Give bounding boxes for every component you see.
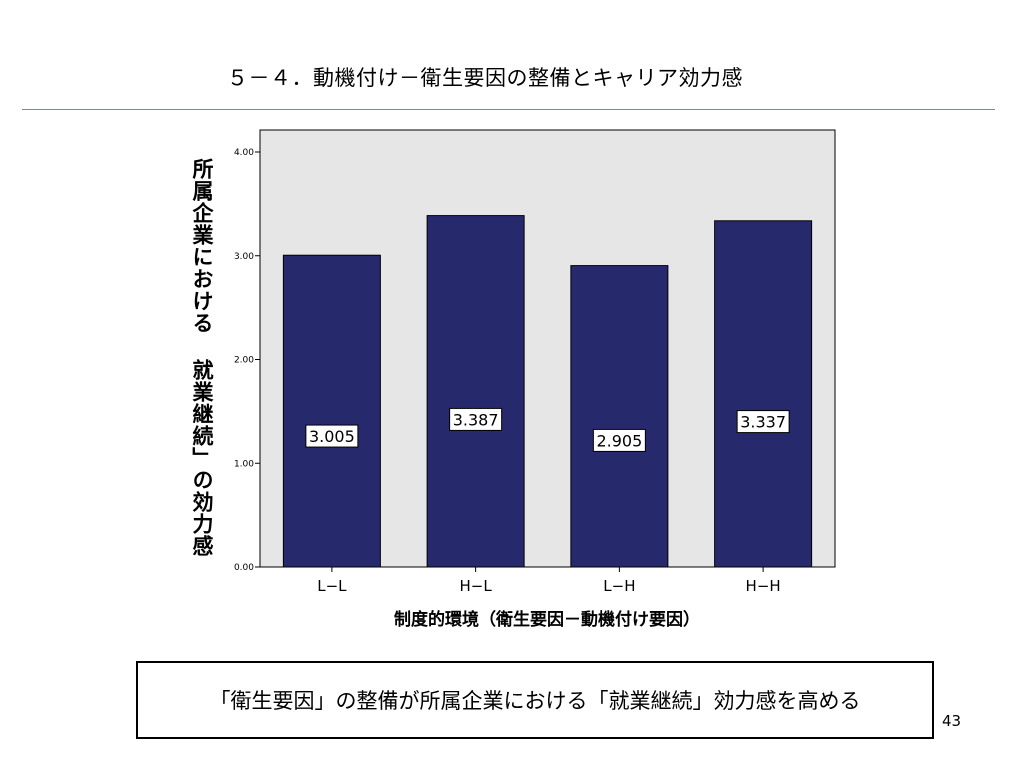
y-tick-label: 1.00 [234, 459, 254, 469]
y-tick-label: 4.00 [234, 148, 254, 158]
x-axis-label: 制度的環境（衛生要因－動機付け要因） [394, 609, 700, 630]
data-label-text: 2.905 [596, 431, 642, 450]
y-tick-label: 2.00 [234, 356, 254, 366]
x-tick-label: H−H [746, 577, 781, 595]
y-tick-label: 3.00 [234, 252, 254, 262]
data-label-box [736, 410, 790, 434]
data-label-box [449, 407, 503, 431]
bar [714, 220, 813, 568]
title-divider [22, 109, 995, 110]
conclusion-text: 「衛生要因」の整備が所属企業における「就業継続」効力感を高める [209, 689, 861, 713]
page-number: 43 [942, 712, 962, 730]
data-label-box [592, 428, 646, 452]
y-tick-label: 0.00 [234, 563, 254, 573]
data-label-box [305, 424, 359, 448]
data-label-text: 3.337 [740, 413, 786, 432]
x-tick-label: H−L [460, 577, 493, 595]
data-label: 3.337 [736, 410, 790, 434]
x-tick-label: L−H [603, 577, 635, 595]
conclusion-box: 「衛生要因」の整備が所属企業における「就業継続」効力感を高める [136, 661, 934, 739]
bar [570, 265, 669, 568]
bar-chart: 3.005 3.387 2.905 3.337 0.00 1.00 2.00 3.00 4.0… [234, 129, 836, 630]
data-label: 2.905 [592, 428, 646, 452]
data-label-text: 3.005 [309, 427, 355, 446]
x-tick-label: L−L [317, 577, 347, 595]
bar [426, 215, 525, 568]
slide-title: ５－４．動機付け－衛生要因の整備とキャリア効力感 [227, 66, 743, 90]
data-label-text: 3.387 [453, 410, 499, 429]
bar [282, 254, 381, 568]
data-label: 3.005 [305, 424, 359, 448]
y-axis-label: 所属企業における 就業継続」の効力感 [190, 158, 214, 557]
data-label: 3.387 [449, 407, 503, 431]
